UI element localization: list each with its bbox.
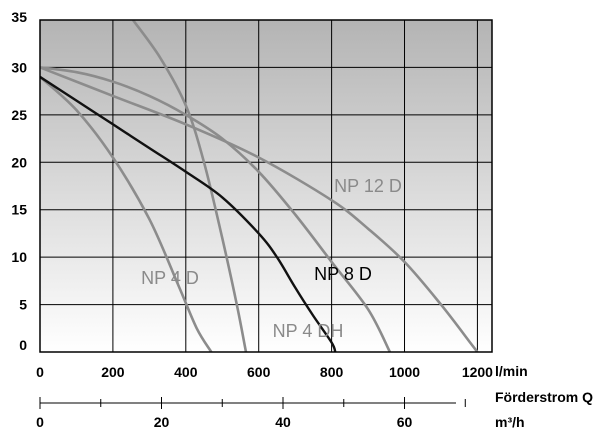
- x-axis-label: Förderstrom Q: [495, 389, 593, 405]
- secondary-axis-tick-label: 0: [36, 414, 44, 430]
- series-label-np-4-dh: NP 4 DH: [273, 321, 344, 341]
- x-tick-labels: 0 200 400 600 800 1000 1200: [36, 364, 493, 380]
- secondary-axis-ticks: 0 20 40 60: [36, 397, 466, 430]
- secondary-axis-tick-label: 40: [275, 414, 291, 430]
- y-tick-label: 10: [11, 249, 27, 265]
- x-tick-label: 200: [101, 364, 125, 380]
- x-tick-label: 1200: [462, 364, 493, 380]
- x-tick-label: 0: [36, 364, 44, 380]
- y-tick-label: 5: [19, 297, 27, 313]
- y-tick-label: 0: [19, 337, 27, 353]
- plot-area: [40, 20, 492, 352]
- x-tick-label: 800: [320, 364, 344, 380]
- secondary-axis-tick-label: 20: [154, 414, 170, 430]
- y-tick-label: 20: [11, 154, 27, 170]
- secondary-axis-tick-label: 60: [397, 414, 413, 430]
- curve-np-8-d: [40, 75, 337, 352]
- plot-border: [39, 19, 493, 353]
- series-labels: NP 4 D NP 4 DH NP 8 D NP 12 D: [141, 176, 402, 341]
- x-tick-label: 600: [247, 364, 271, 380]
- series-label-np-12-d: NP 12 D: [334, 176, 402, 196]
- curve-np-12-d: [40, 66, 479, 352]
- curve-np-4-dh: [131, 20, 248, 352]
- series-label-np-4-d: NP 4 D: [141, 268, 199, 288]
- y-tick-labels: 0 5 10 15 20 25 30 35: [11, 9, 27, 353]
- secondary-curve: [40, 66, 392, 352]
- x-tick-label: 400: [174, 364, 198, 380]
- y-tick-label: 15: [11, 202, 27, 218]
- y-tick-label: 30: [11, 59, 27, 75]
- secondary-axis-unit: m³/h: [495, 414, 525, 430]
- grid: [40, 20, 492, 352]
- curve-np-4-d: [40, 75, 213, 352]
- x-unit-label: l/min: [495, 363, 528, 379]
- y-tick-label: 35: [11, 9, 27, 25]
- x-tick-label: 1000: [389, 364, 420, 380]
- y-tick-label: 25: [11, 107, 27, 123]
- curves: [40, 20, 479, 352]
- series-label-np-8-d: NP 8 D: [314, 264, 372, 284]
